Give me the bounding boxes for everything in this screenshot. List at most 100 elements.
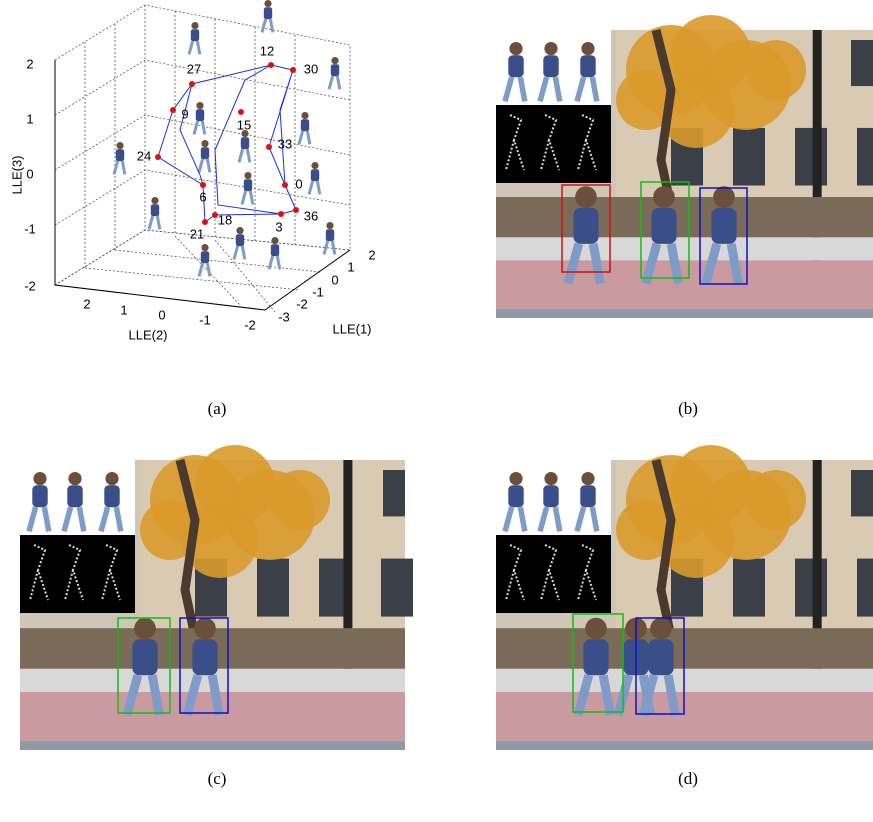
- grid: [84, 11, 296, 268]
- walker-icon: [112, 142, 127, 175]
- photo: [496, 445, 873, 750]
- legs: [537, 506, 563, 533]
- tracking-box: [640, 181, 690, 279]
- legs: [327, 75, 342, 90]
- z-tick-label: -2: [24, 278, 36, 293]
- silhouette: [540, 114, 560, 171]
- head: [191, 22, 199, 30]
- torso: [200, 251, 210, 264]
- axis-line: [54, 60, 351, 311]
- head: [196, 102, 204, 110]
- head: [134, 617, 156, 640]
- legs: [260, 18, 275, 33]
- head: [264, 0, 272, 8]
- legs: [574, 506, 600, 533]
- torso: [200, 147, 210, 160]
- head: [650, 617, 672, 640]
- window: [795, 127, 827, 186]
- y-tick-label: -1: [199, 312, 211, 327]
- head: [509, 472, 523, 486]
- wall: [496, 237, 873, 261]
- walker-icon: [502, 42, 528, 103]
- legs: [237, 148, 252, 163]
- torso: [150, 204, 160, 217]
- legs: [701, 242, 743, 285]
- point-label: 15: [237, 117, 251, 132]
- caption: (b): [678, 399, 698, 418]
- silhouette: [577, 114, 597, 171]
- head: [151, 197, 159, 205]
- torso: [580, 485, 596, 508]
- walker-icon: [61, 472, 87, 533]
- walker-icon: [322, 222, 337, 255]
- legs: [322, 240, 337, 255]
- point-label: 6: [199, 189, 206, 204]
- point: [202, 219, 208, 225]
- head: [585, 617, 607, 640]
- head: [33, 472, 47, 486]
- walker-icon: [197, 140, 212, 173]
- torso: [508, 485, 524, 508]
- point: [238, 109, 244, 115]
- axis-label: LLE(2): [128, 327, 167, 342]
- photo: [496, 15, 873, 318]
- head: [544, 472, 558, 486]
- pole: [812, 460, 822, 707]
- walker-icon: [187, 22, 202, 55]
- torso: [235, 234, 245, 247]
- head: [116, 142, 124, 150]
- curb: [20, 741, 405, 750]
- foliage: [182, 502, 258, 578]
- point: [155, 154, 161, 160]
- torso: [192, 639, 218, 676]
- point: [200, 182, 206, 188]
- torso: [573, 207, 599, 244]
- z-tick-label: 1: [26, 111, 33, 126]
- z-tick-label: -1: [24, 221, 36, 236]
- foliage: [658, 72, 734, 148]
- legs: [307, 180, 322, 195]
- head: [105, 472, 119, 486]
- sidewalk: [496, 260, 873, 310]
- x-tick-label: 1: [347, 259, 354, 274]
- caption: (a): [208, 399, 227, 418]
- walker-icon: [237, 130, 252, 163]
- curb: [496, 741, 873, 750]
- walker-icon: [260, 0, 275, 33]
- x-tick-label: 2: [368, 247, 375, 262]
- point-label: 30: [304, 61, 318, 76]
- x-tick-label: -1: [312, 284, 324, 299]
- torso: [543, 485, 559, 508]
- torso: [270, 244, 280, 257]
- point: [293, 207, 299, 213]
- legs: [563, 242, 605, 285]
- foliage: [746, 40, 806, 100]
- head: [509, 42, 523, 56]
- trajectory: [157, 64, 297, 223]
- torso: [263, 7, 273, 20]
- torso: [325, 229, 335, 242]
- torso: [115, 149, 125, 162]
- head: [201, 244, 209, 252]
- point-label: 36: [304, 208, 318, 223]
- point-label: 24: [137, 148, 151, 163]
- y-tick-label: -2: [244, 317, 256, 332]
- tracking-box: [117, 617, 171, 714]
- lle-plot: 2 1 0 -1 -2 2 1 0 -1 -2 -3 -2 -1 0 1 2 L…: [9, 0, 376, 342]
- torso: [300, 119, 310, 132]
- torso: [580, 55, 596, 78]
- x-tick-label: -3: [278, 309, 290, 324]
- torso: [583, 639, 609, 676]
- head: [236, 227, 244, 235]
- walker-icon: [641, 186, 683, 285]
- silhouette: [29, 544, 49, 601]
- legs: [122, 674, 164, 717]
- window: [383, 470, 405, 517]
- window: [381, 558, 413, 617]
- point-label: 0: [295, 176, 302, 191]
- walker-icon: [537, 42, 563, 103]
- legs: [297, 130, 312, 145]
- walker-icon: [574, 472, 600, 533]
- legs: [232, 245, 247, 260]
